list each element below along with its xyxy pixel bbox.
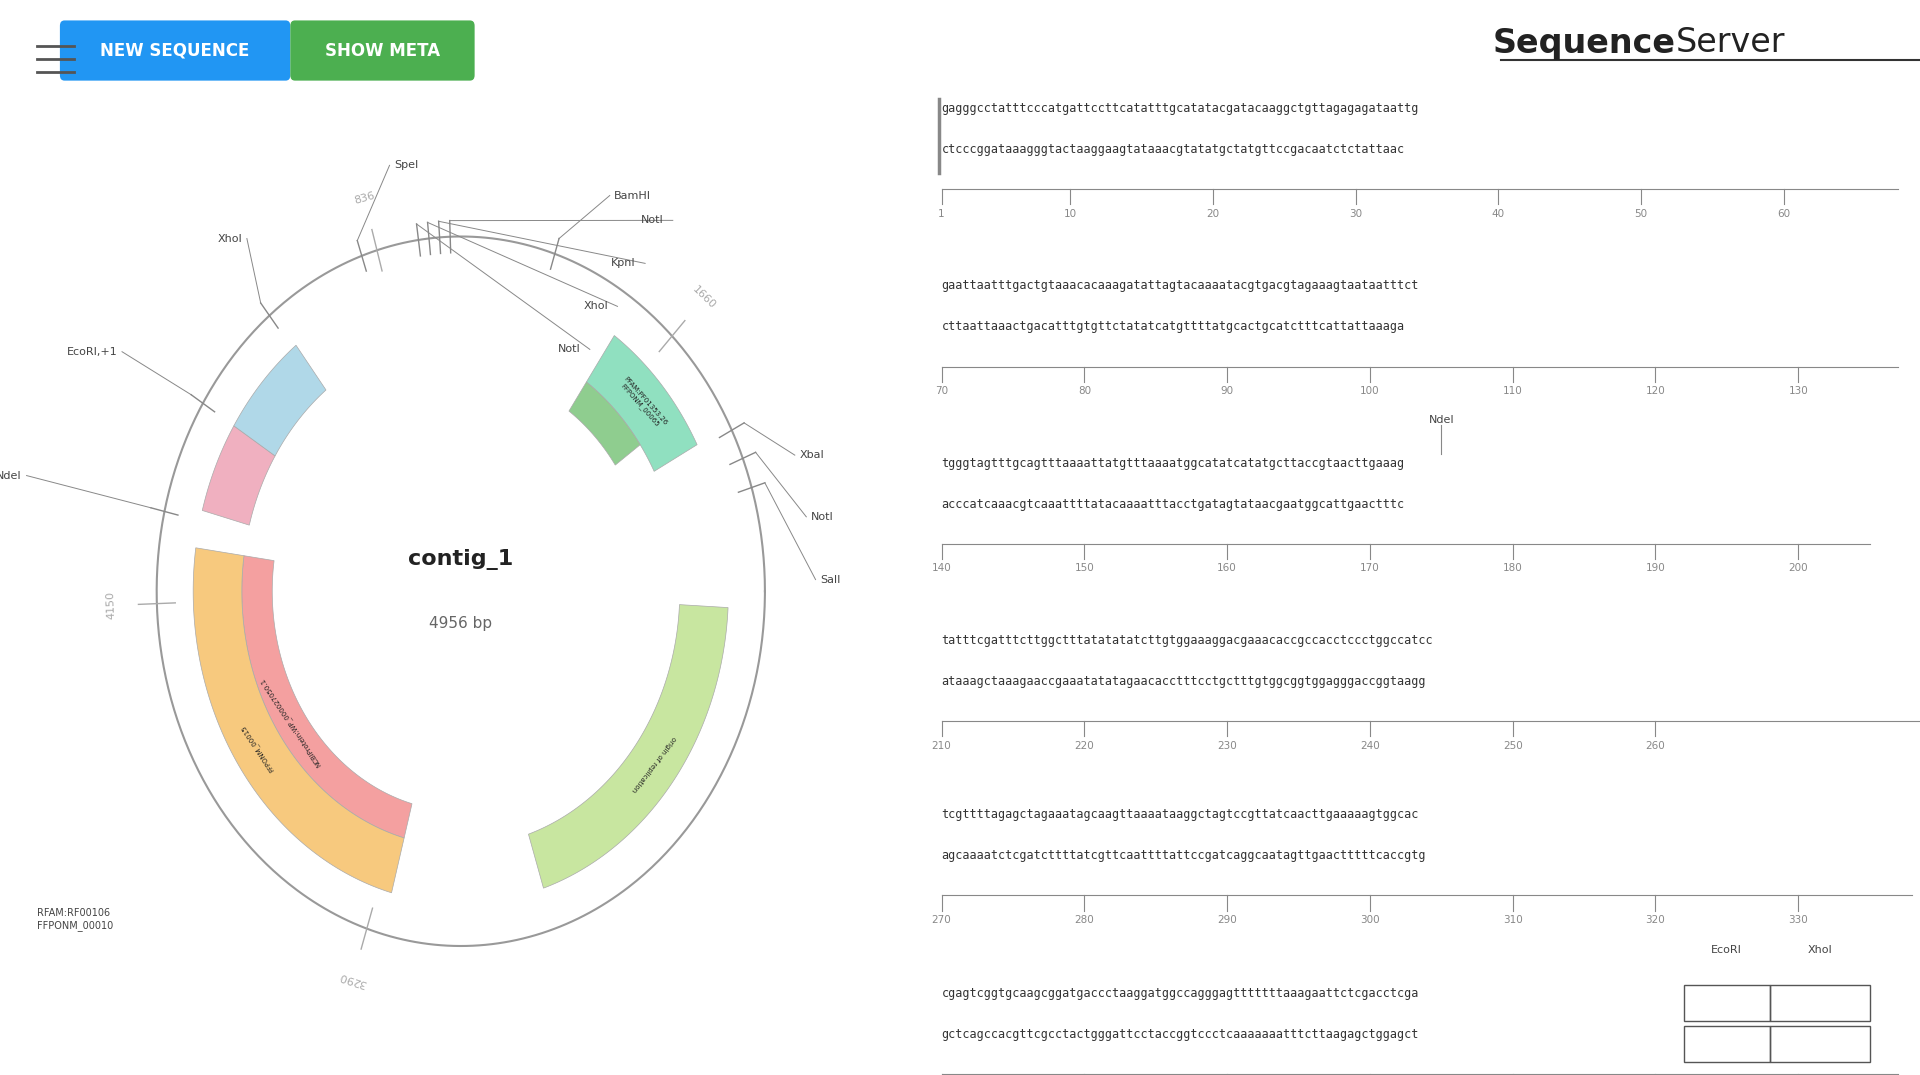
Text: 70: 70 [935,386,948,396]
Text: cgagtcggtgcaagcggatgaccctaaggatggccagggagtttttttaaagaattctcgacctcga: cgagtcggtgcaagcggatgaccctaaggatggccaggga… [941,987,1419,1000]
Text: NdeI: NdeI [1428,415,1453,425]
Text: 130: 130 [1788,386,1809,396]
Polygon shape [586,335,697,471]
Text: NEW SEQUENCE: NEW SEQUENCE [100,42,250,59]
Text: 240: 240 [1359,741,1380,750]
Text: 836: 836 [353,191,376,206]
Text: tatttcgatttcttggctttatatatatcttgtggaaaggacgaaacaccgccacctccctggccatcc: tatttcgatttcttggctttatatatatcttgtggaaagg… [941,634,1432,647]
Text: Sequence: Sequence [1492,27,1676,59]
Text: 320: 320 [1645,915,1665,924]
Text: 40: 40 [1492,209,1505,218]
Bar [1684,985,1770,1021]
Text: BamHI: BamHI [614,190,651,201]
Text: 30: 30 [1350,209,1361,218]
Text: 180: 180 [1503,563,1523,573]
Bar [1770,985,1870,1021]
Text: XhoI: XhoI [217,233,242,244]
Text: 10: 10 [1064,209,1077,218]
Text: NotI: NotI [559,344,580,355]
Text: XhoI: XhoI [584,301,609,312]
Text: FFPONM_00015: FFPONM_00015 [240,723,276,773]
Text: SalI: SalI [820,574,841,585]
Text: gaattaatttgactgtaaacacaaagatattagtacaaaatacgtgacgtagaaagtaataatttct: gaattaatttgactgtaaacacaaagatattagtacaaaa… [941,280,1419,292]
Text: 4956 bp: 4956 bp [430,616,492,631]
Text: ataaagctaaagaaccgaaatatatagaacacctttcctgctttgtggcggtggagggaccggtaagg: ataaagctaaagaaccgaaatatatagaacacctttcctg… [941,675,1427,688]
Polygon shape [568,382,639,465]
Text: tgggtagtttgcagtttaaaattatgtttaaaatggcatatcatatgcttaccgtaacttgaaag: tgggtagtttgcagtttaaaattatgtttaaaatggcata… [941,457,1405,470]
Text: 90: 90 [1221,386,1235,396]
Text: 1: 1 [939,209,945,218]
Text: RFAM:RF00106
FFPONM_00010: RFAM:RF00106 FFPONM_00010 [36,908,113,931]
Polygon shape [194,548,403,893]
Bar [1684,1026,1770,1062]
Text: 80: 80 [1077,386,1091,396]
Text: NotI: NotI [810,512,833,521]
Text: 250: 250 [1503,741,1523,750]
Text: 60: 60 [1778,209,1791,218]
Text: SHOW META: SHOW META [324,42,440,59]
Text: 4150: 4150 [106,591,117,619]
Text: acccatcaaacgtcaaattttatacaaaatttacctgatagtataacgaatggcattgaactttc: acccatcaaacgtcaaattttatacaaaatttacctgata… [941,498,1405,511]
Text: 230: 230 [1217,741,1236,750]
Text: XhoI: XhoI [1807,945,1832,955]
Polygon shape [242,556,413,838]
Text: 210: 210 [931,741,952,750]
Text: 50: 50 [1634,209,1647,218]
Text: NCBIProtein:WP_000027050.1: NCBIProtein:WP_000027050.1 [259,677,323,769]
Text: tcgttttagagctagaaatagcaagttaaaataaggctagtccgttatcaacttgaaaaagtggcac: tcgttttagagctagaaatagcaagttaaaataaggctag… [941,808,1419,821]
Text: 220: 220 [1075,741,1094,750]
Text: 300: 300 [1359,915,1380,924]
Text: gagggcctatttcccatgattccttcatatttgcatatacgatacaaggctgttagagagataattg: gagggcctatttcccatgattccttcatatttgcatatac… [941,102,1419,115]
Polygon shape [234,345,326,456]
Text: 110: 110 [1503,386,1523,396]
Text: 260: 260 [1645,741,1665,750]
Polygon shape [202,426,275,526]
Text: EcoRI,+1: EcoRI,+1 [67,347,117,357]
Text: 1660: 1660 [691,284,718,311]
Text: 20: 20 [1206,209,1219,218]
Text: 310: 310 [1503,915,1523,924]
Text: NdeI: NdeI [0,471,21,481]
Text: origin of replication: origin of replication [630,735,678,793]
Text: 120: 120 [1645,386,1665,396]
Text: 100: 100 [1359,386,1380,396]
Text: 3290: 3290 [338,971,367,989]
Polygon shape [528,604,728,888]
Text: NotI: NotI [641,215,664,226]
Text: XbaI: XbaI [799,450,824,460]
Bar [1770,1026,1870,1062]
Text: 290: 290 [1217,915,1236,924]
FancyBboxPatch shape [60,20,290,81]
Text: 140: 140 [931,563,952,573]
Text: 170: 170 [1359,563,1380,573]
Text: 150: 150 [1075,563,1094,573]
Text: 330: 330 [1788,915,1809,924]
Text: contig_1: contig_1 [409,548,513,570]
Text: 280: 280 [1075,915,1094,924]
Text: 160: 160 [1217,563,1236,573]
Text: 190: 190 [1645,563,1665,573]
Text: 200: 200 [1788,563,1809,573]
Text: EcoRI: EcoRI [1711,945,1741,955]
Text: 270: 270 [931,915,952,924]
Text: Server: Server [1676,27,1786,59]
Text: agcaaaatctcgatcttttatcgttcaattttattccgatcaggcaatagttgaactttttcaccgtg: agcaaaatctcgatcttttatcgttcaattttattccgat… [941,849,1427,862]
Text: ctcccggataaagggtactaaggaagtataaacgtatatgctatgttccgacaatctctattaac: ctcccggataaagggtactaaggaagtataaacgtatatg… [941,143,1405,156]
Text: cttaattaaactgacatttgtgttctatatcatgttttatgcactgcatctttcattattaaaga: cttaattaaactgacatttgtgttctatatcatgttttat… [941,320,1405,333]
Text: gctcagccacgttcgcctactgggattcctaccggtccctcaaaaaaatttcttaagagctggagct: gctcagccacgttcgcctactgggattcctaccggtccct… [941,1028,1419,1041]
Text: SpeI: SpeI [394,160,419,170]
Text: PFAM:PF01353.26
FFPONM_00065: PFAM:PF01353.26 FFPONM_00065 [616,375,668,431]
FancyBboxPatch shape [290,20,474,81]
Text: KpnI: KpnI [611,258,636,269]
